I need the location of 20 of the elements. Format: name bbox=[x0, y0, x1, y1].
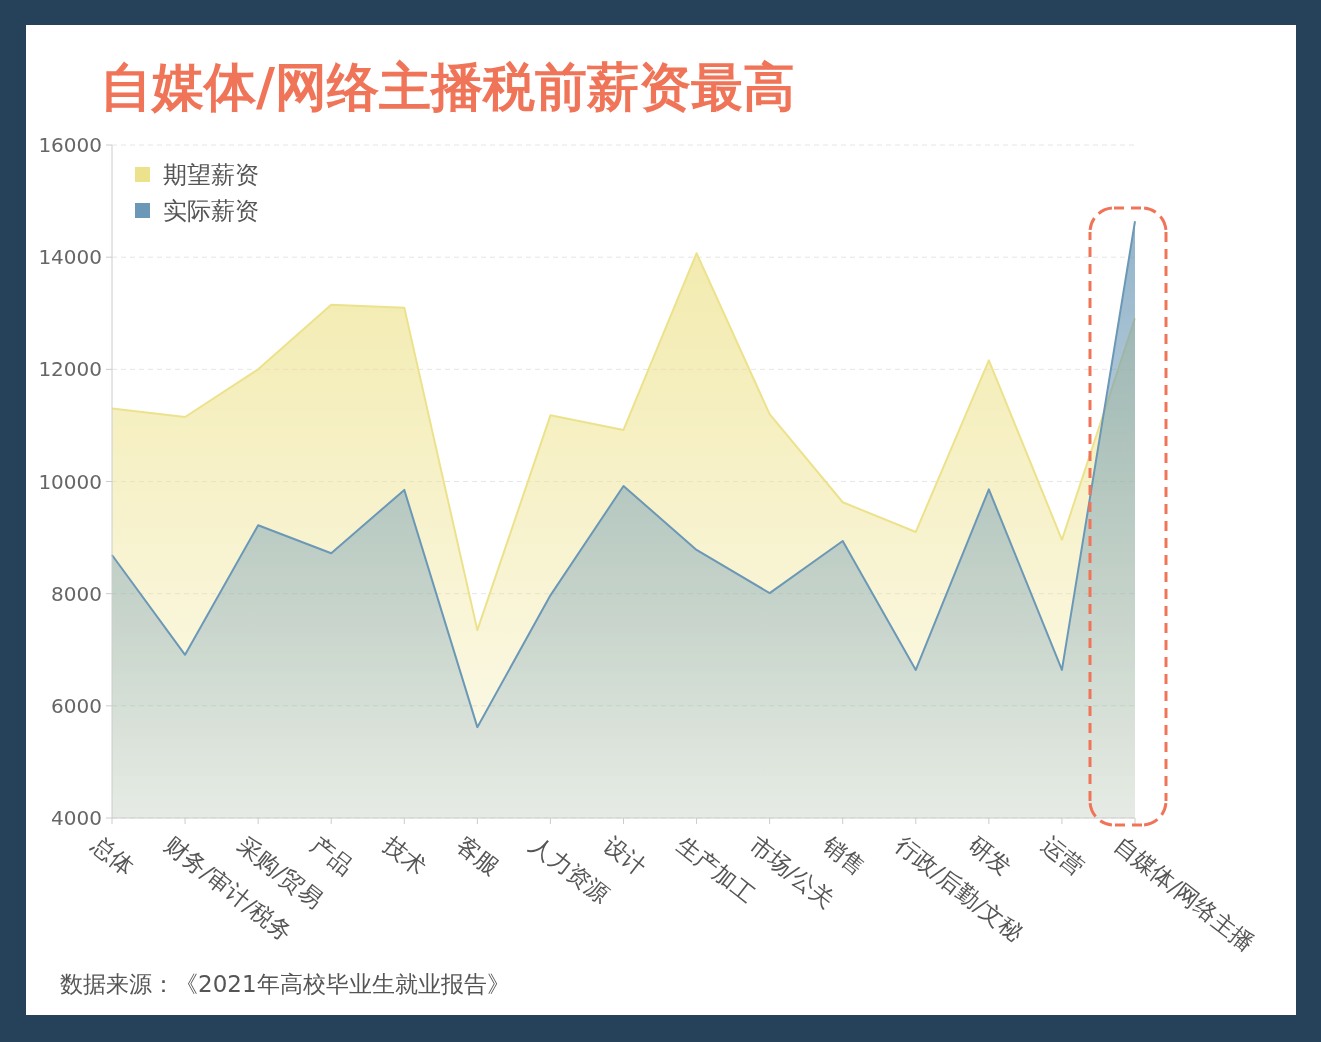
legend-label: 实际薪资 bbox=[163, 197, 259, 226]
y-tick-label: 8000 bbox=[51, 581, 102, 606]
x-tick-label: 总体 bbox=[86, 830, 140, 881]
y-tick-label: 12000 bbox=[38, 357, 102, 382]
y-tick-label: 6000 bbox=[51, 693, 102, 718]
x-tick-label: 设计 bbox=[598, 831, 651, 881]
chart-title: 自媒体/网络主播税前薪资最高 bbox=[100, 57, 795, 117]
source-note: 数据来源：《2021年高校毕业生就业报告》 bbox=[60, 971, 510, 997]
x-tick-label: 销售 bbox=[816, 830, 870, 881]
x-tick-label: 研发 bbox=[963, 831, 1017, 881]
x-tick-label: 自媒体/网络主播 bbox=[1109, 831, 1259, 956]
y-tick-label: 16000 bbox=[38, 133, 102, 157]
y-tick-label: 14000 bbox=[38, 245, 102, 270]
y-tick-label: 4000 bbox=[51, 806, 102, 830]
x-tick-label: 技术 bbox=[378, 830, 432, 881]
x-tick-label: 客服 bbox=[452, 831, 505, 881]
x-tick-label: 产品 bbox=[306, 831, 359, 881]
y-tick-label: 10000 bbox=[38, 469, 102, 494]
legend-label: 期望薪资 bbox=[163, 161, 259, 190]
x-tick-label: 运营 bbox=[1036, 831, 1090, 881]
